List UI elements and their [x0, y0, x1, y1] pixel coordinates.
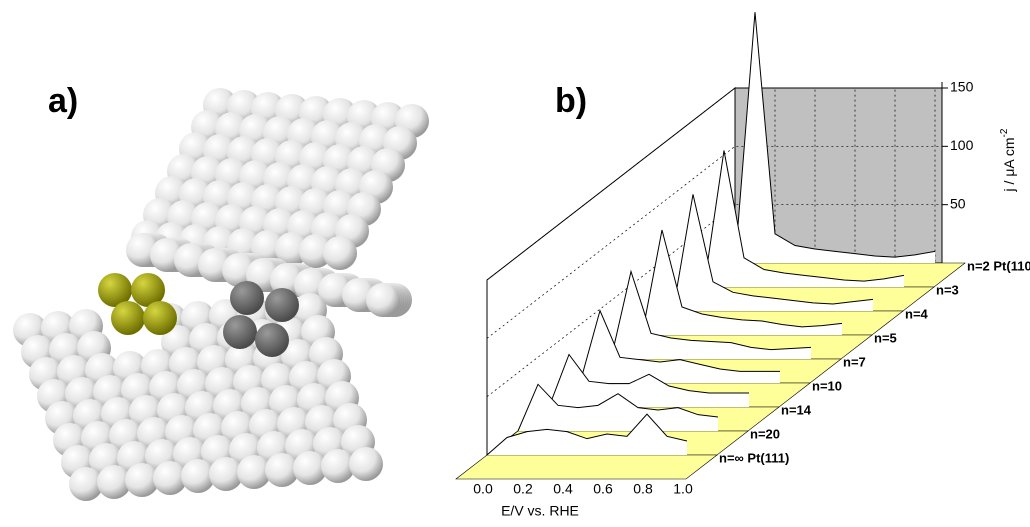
atom [230, 281, 264, 315]
series-label: n=10 [812, 378, 842, 393]
atom [255, 323, 289, 357]
series-label: n=14 [781, 402, 812, 417]
series-label: n=3 [936, 282, 959, 297]
x-tick-label: 0.6 [593, 481, 613, 497]
x-tick-label: 1.0 [673, 481, 693, 497]
floor-strip [456, 455, 717, 479]
y-axis-label: j / μA cm-2 [999, 128, 1017, 192]
x-tick-label: 0.4 [553, 481, 573, 497]
atom [366, 283, 400, 317]
panel-label: a) [48, 82, 78, 120]
atom [143, 301, 177, 335]
x-tick-label: 0.8 [633, 481, 653, 497]
y-tick-label: 100 [950, 137, 974, 153]
y-axis-label-sup: -2 [999, 128, 1010, 137]
waterfall-plot: 50 100 150 0.0 0.2 0.4 0.6 0.8 1.0 n=2 Pt(110) n=3… [456, 12, 1030, 497]
figure: a) b) 50 100 150 0.0 0.2 0.4 0.6 0.8 1.0 n=2 Pt(1… [0, 0, 1030, 527]
atom [223, 315, 257, 349]
atom [349, 447, 383, 481]
series-label: n=5 [874, 330, 897, 345]
x-axis-label: E/V vs. RHE [501, 503, 579, 519]
atom [111, 301, 145, 335]
series-label: n=2 Pt(110) [967, 258, 1030, 273]
series-label: n=4 [905, 306, 929, 321]
x-tick-label: 0.0 [473, 481, 493, 497]
series-label: n=20 [750, 426, 780, 441]
x-tick-label: 0.2 [513, 481, 533, 497]
atom [323, 236, 357, 270]
series-label: n=∞ Pt(111) [719, 450, 789, 465]
panel-label: b) [555, 82, 587, 120]
atom [265, 288, 299, 322]
y-tick-label: 50 [950, 195, 966, 211]
series-label: n=7 [843, 354, 866, 369]
y-tick-label: 150 [950, 79, 974, 95]
atomic-model [13, 88, 429, 501]
y-axis-label-text: j / μA cm [1001, 137, 1017, 192]
